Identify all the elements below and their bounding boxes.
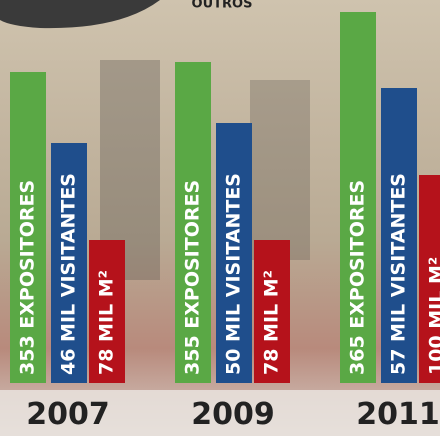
x-tick-label: 2011	[356, 397, 440, 432]
bar	[51, 143, 87, 383]
chart-title: OUTROS	[192, 0, 253, 12]
value-label: 353 EXPOSITORES	[17, 180, 39, 375]
photo-shape	[250, 80, 310, 260]
bar	[340, 12, 376, 383]
bar	[216, 123, 252, 383]
bar	[381, 88, 417, 383]
value-label: 365 EXPOSITORES	[347, 180, 369, 375]
bar	[10, 72, 46, 383]
bar	[89, 240, 125, 383]
value-label: 355 EXPOSITORES	[182, 180, 204, 375]
value-label: 50 MIL VISITANTES	[223, 173, 245, 375]
value-label: 78 MIL M²	[261, 270, 283, 375]
bar	[419, 175, 440, 383]
value-label: 78 MIL M²	[96, 270, 118, 375]
footer-band	[0, 390, 440, 436]
photo-shape	[0, 0, 160, 29]
bar	[254, 240, 290, 383]
bar	[175, 62, 211, 383]
value-label: 100 MIL M²	[426, 257, 440, 375]
value-label: 57 MIL VISITANTES	[388, 173, 410, 375]
value-label: 46 MIL VISITANTES	[58, 173, 80, 375]
x-tick-label: 2009	[191, 397, 275, 432]
x-tick-label: 2007	[26, 397, 110, 432]
